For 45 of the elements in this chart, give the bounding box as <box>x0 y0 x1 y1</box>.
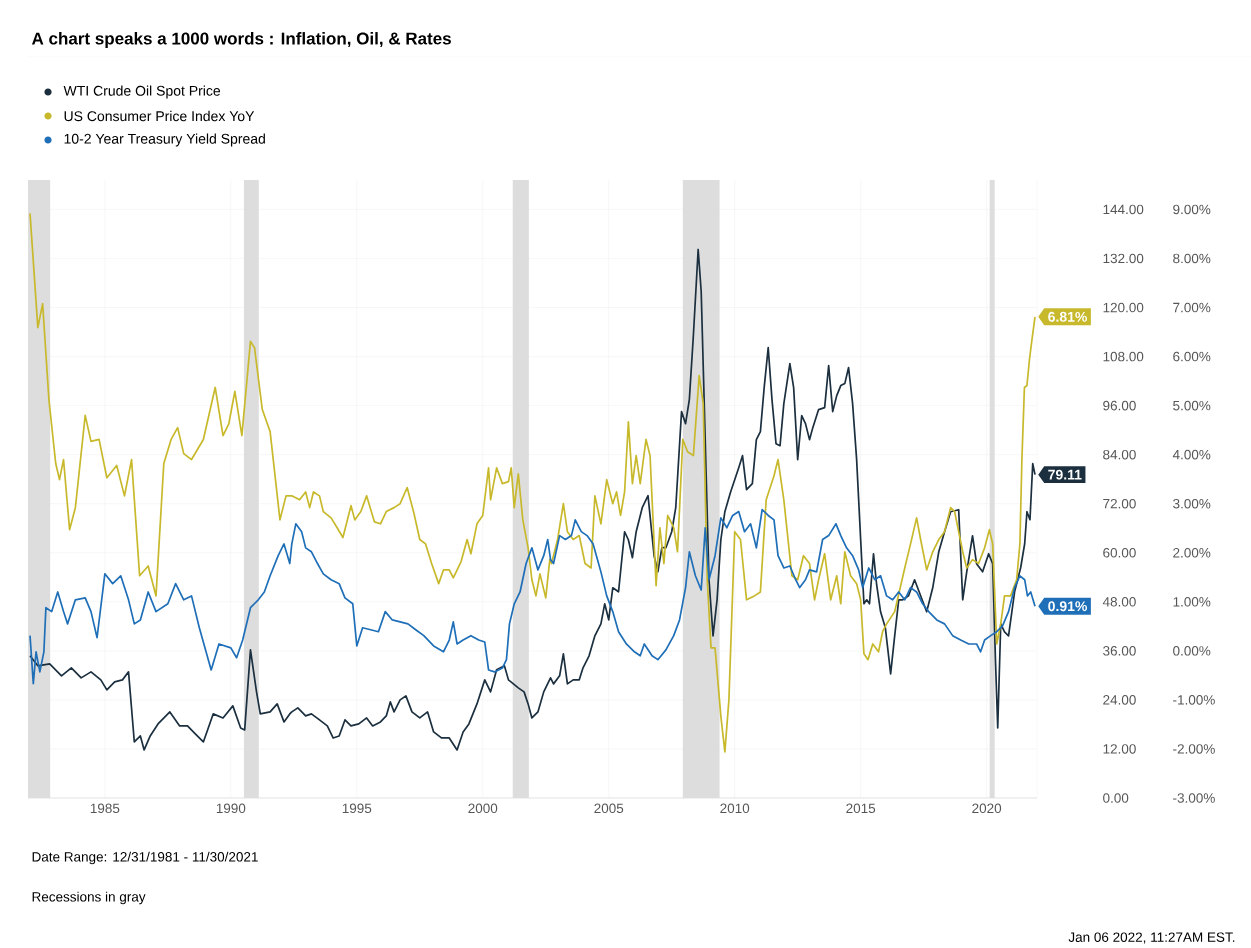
text: Recessions in gray <box>32 891 146 905</box>
y-tick-label: 120.00 <box>1103 302 1144 313</box>
y-tick-label: 12.00 <box>1103 744 1136 754</box>
y-tick-label: 108.00 <box>1103 351 1144 362</box>
y2-tick-label: 6.00% <box>1173 351 1211 362</box>
legend-label: 10-2 Year Treasury Yield Spread <box>64 133 265 147</box>
data-label: 0.91% <box>1048 601 1088 612</box>
y2-tick-label: -3.00% <box>1173 793 1215 803</box>
y-tick-label: 48.00 <box>1102 597 1136 607</box>
y2-tick-label: 7.00% <box>1173 302 1211 313</box>
chart-title: A chart speaks a 1000 words : Inflation, Oil, & Rates <box>31 32 451 48</box>
y-tick-label: 84.00 <box>1103 449 1136 460</box>
x-tick-label: 1995 <box>342 803 372 814</box>
y-tick-label: 60.00 <box>1103 547 1136 558</box>
y2-tick-label: 4.00% <box>1172 449 1211 460</box>
y-tick-label: 132.00 <box>1103 253 1144 264</box>
data-label: 6.81% <box>1048 311 1088 322</box>
x-tick-label: 1985 <box>90 803 120 814</box>
y-tick-label: 24.00 <box>1103 695 1136 705</box>
x-tick-label: 1990 <box>216 803 246 814</box>
x-tick-label: 2015 <box>846 803 876 814</box>
text: Jan 06 2022, 11:27AM EST. <box>1068 932 1235 944</box>
y2-tick-label: 2.00% <box>1173 547 1211 558</box>
x-tick-label: 2000 <box>468 803 498 814</box>
y2-tick-label: 8.00% <box>1173 253 1211 264</box>
legend-label: WTI Crude Oil Spot Price <box>63 85 221 99</box>
y2-tick-label: -1.00% <box>1173 695 1215 705</box>
x-tick-label: 2005 <box>594 803 624 814</box>
y-tick-label: 96.00 <box>1103 400 1136 411</box>
text: Date Range: 12/31/1981 - 11/30/2021 <box>32 851 258 865</box>
y2-tick-label: -2.00% <box>1173 744 1215 754</box>
x-tick-label: 2020 <box>972 803 1002 814</box>
y-tick-label: 36.00 <box>1103 646 1136 656</box>
y-tick-label: 72.00 <box>1103 498 1136 509</box>
data-label: 79.11 <box>1048 469 1082 480</box>
y2-tick-label: 0.00% <box>1173 646 1211 656</box>
y-tick-label: 144.00 <box>1103 204 1144 215</box>
line-series <box>29 508 1036 685</box>
y2-tick-label: 1.00% <box>1173 597 1211 607</box>
y2-tick-label: 9.00% <box>1173 204 1211 215</box>
y2-tick-label: 3.00% <box>1173 498 1211 509</box>
legend-label: US Consumer Price Index YoY <box>64 110 255 122</box>
y2-tick-label: 5.00% <box>1173 400 1211 411</box>
y-tick-label: 0.00 <box>1103 793 1129 803</box>
x-tick-label: 2010 <box>720 803 750 814</box>
